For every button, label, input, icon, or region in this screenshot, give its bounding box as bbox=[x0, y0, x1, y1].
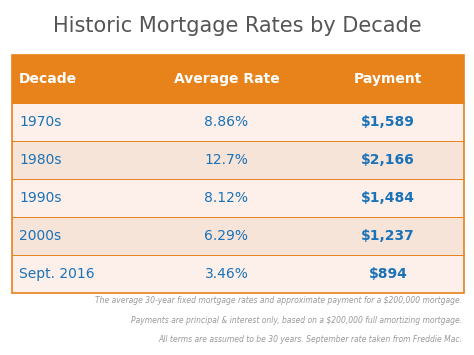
Text: Average Rate: Average Rate bbox=[173, 72, 279, 86]
Text: $894: $894 bbox=[368, 267, 407, 281]
Text: 6.29%: 6.29% bbox=[204, 229, 248, 243]
Text: Payment: Payment bbox=[354, 72, 422, 86]
Text: 1990s: 1990s bbox=[19, 191, 62, 205]
Text: $1,484: $1,484 bbox=[361, 191, 415, 205]
Text: 2000s: 2000s bbox=[19, 229, 61, 243]
Text: Payments are principal & interest only, based on a $200,000 full amortizing mort: Payments are principal & interest only, … bbox=[131, 316, 462, 325]
Text: 1980s: 1980s bbox=[19, 153, 62, 167]
Text: 8.12%: 8.12% bbox=[204, 191, 248, 205]
Text: $1,589: $1,589 bbox=[361, 115, 415, 129]
Text: 3.46%: 3.46% bbox=[204, 267, 248, 281]
Text: Sept. 2016: Sept. 2016 bbox=[19, 267, 95, 281]
Text: Historic Mortgage Rates by Decade: Historic Mortgage Rates by Decade bbox=[53, 16, 421, 36]
Text: 12.7%: 12.7% bbox=[204, 153, 248, 167]
Text: $1,237: $1,237 bbox=[361, 229, 415, 243]
Text: 8.86%: 8.86% bbox=[204, 115, 248, 129]
Text: The average 30-year fixed mortgage rates and approximate payment for a $200,000 : The average 30-year fixed mortgage rates… bbox=[95, 296, 462, 305]
Text: All terms are assumed to be 30 years. September rate taken from Freddie Mac.: All terms are assumed to be 30 years. Se… bbox=[158, 335, 462, 344]
Text: 1970s: 1970s bbox=[19, 115, 61, 129]
Text: Decade: Decade bbox=[19, 72, 77, 86]
Text: $2,166: $2,166 bbox=[361, 153, 415, 167]
